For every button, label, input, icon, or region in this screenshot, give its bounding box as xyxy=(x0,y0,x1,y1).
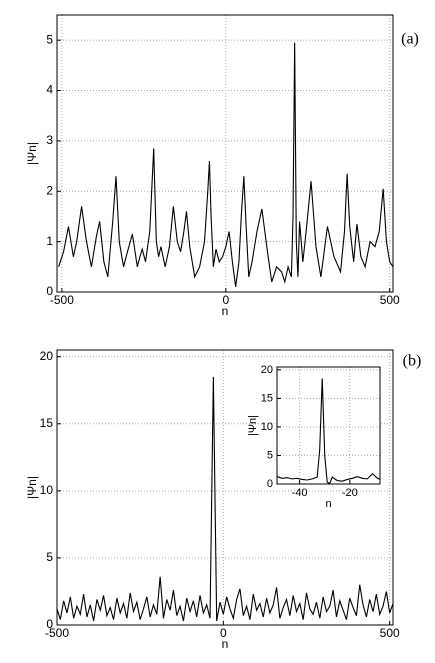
x-axis-label: n xyxy=(222,637,229,651)
y-tick-label: 10 xyxy=(40,483,54,497)
x-tick-label: 500 xyxy=(380,626,400,640)
y-tick-label: 0 xyxy=(46,284,53,298)
y-tick-label: 20 xyxy=(261,364,273,376)
y-tick-label: 15 xyxy=(40,416,54,430)
y-tick-label: 1 xyxy=(46,234,53,248)
x-tick-label: -500 xyxy=(45,626,69,640)
y-tick-label: 5 xyxy=(46,550,53,564)
y-tick-label: 5 xyxy=(46,32,53,46)
axes-box xyxy=(276,366,381,485)
x-tick-label: 500 xyxy=(380,293,400,307)
axes-box xyxy=(56,14,394,293)
x-tick-label: 0 xyxy=(220,626,227,640)
panel-label: (a) xyxy=(401,31,419,48)
y-tick-label: 3 xyxy=(46,133,53,147)
axes-box xyxy=(56,349,394,626)
x-tick-label: -40 xyxy=(292,487,308,499)
data-line xyxy=(58,42,394,288)
y-tick-label: 0 xyxy=(46,617,53,631)
data-line xyxy=(276,378,381,485)
plot-area xyxy=(277,367,380,484)
plot-area xyxy=(57,15,393,292)
x-tick-label: 0 xyxy=(222,293,229,307)
y-tick-label: 0 xyxy=(267,478,273,490)
x-axis-label: n xyxy=(222,304,229,318)
data-line xyxy=(56,376,394,622)
x-axis-label: n xyxy=(325,498,331,510)
y-tick-label: 4 xyxy=(46,83,53,97)
x-tick-label: -500 xyxy=(50,293,74,307)
y-tick-label: 15 xyxy=(261,392,273,404)
y-tick-label: 20 xyxy=(40,349,54,363)
y-axis-label: |Ψn| xyxy=(25,142,39,165)
y-tick-label: 2 xyxy=(46,183,53,197)
x-tick-label: -20 xyxy=(342,487,358,499)
y-axis-label: |Ψn| xyxy=(25,476,39,499)
y-tick-label: 5 xyxy=(267,449,273,461)
panel-label: (b) xyxy=(403,353,422,370)
y-tick-label: 10 xyxy=(261,421,273,433)
y-axis-label: |Ψn| xyxy=(247,415,259,436)
